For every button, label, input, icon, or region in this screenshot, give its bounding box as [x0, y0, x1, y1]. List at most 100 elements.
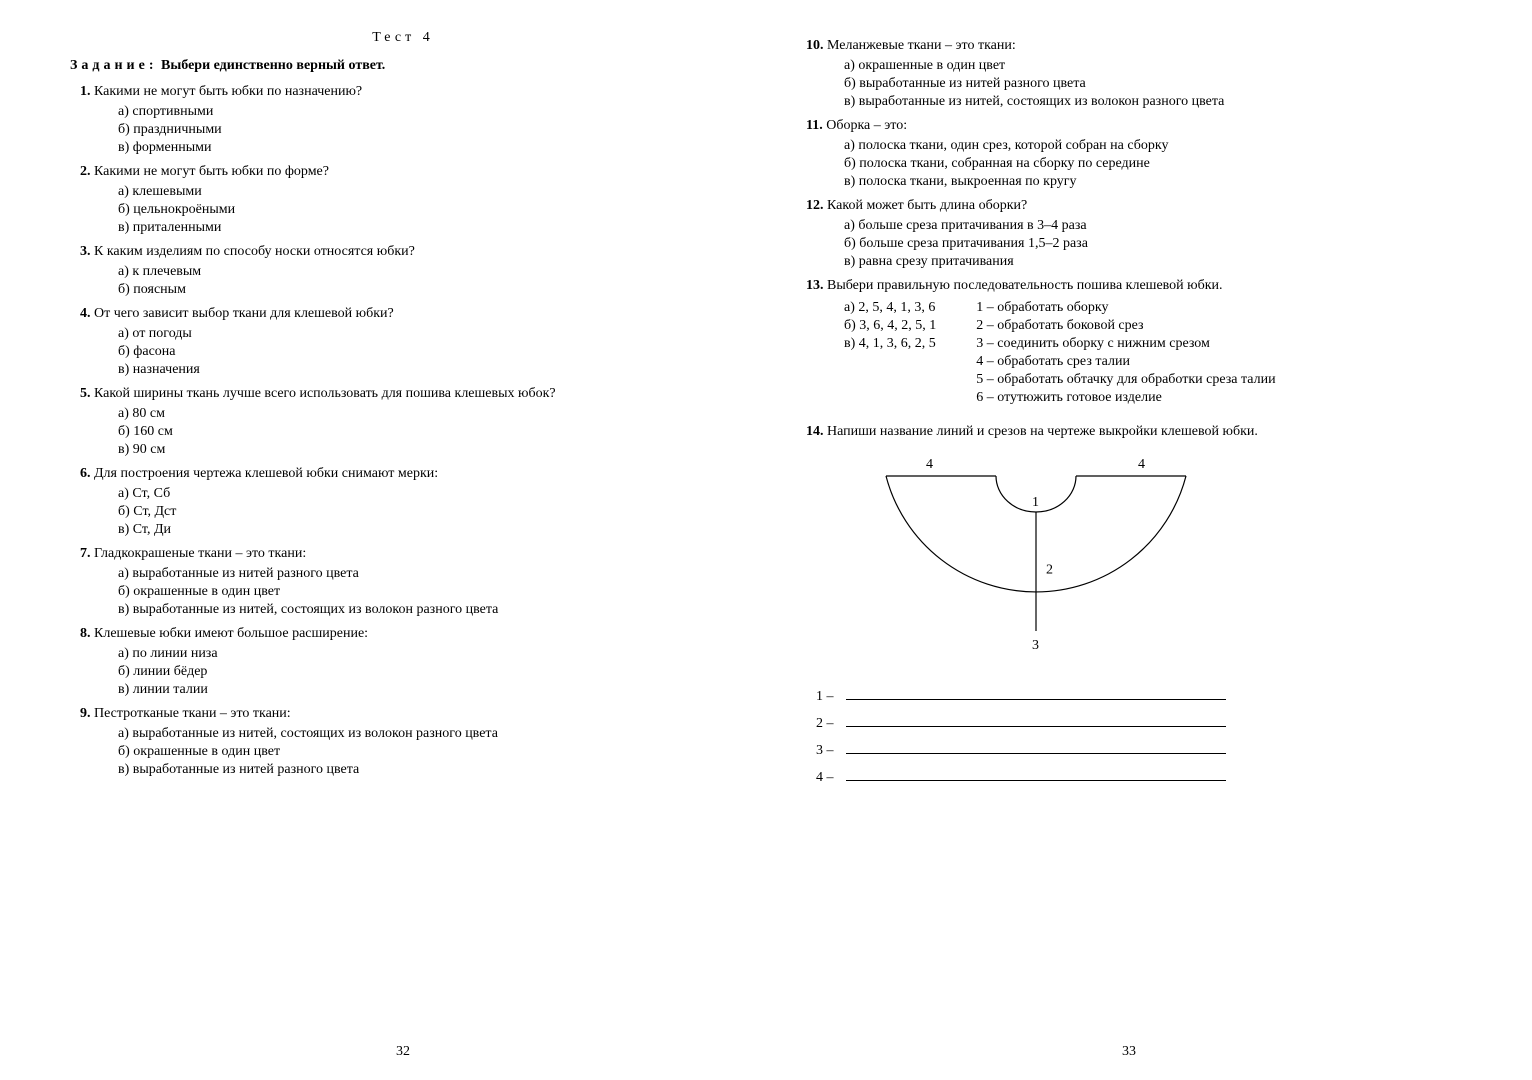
left-questions: 1. Какими не могут быть юбки по назначен…	[70, 84, 736, 778]
options: а) больше среза притачивания в 3–4 раза б…	[844, 218, 1462, 270]
question-num: 9.	[80, 706, 91, 721]
option: б) выработанные из нитей разного цвета	[844, 76, 1462, 92]
question-text: Какими не могут быть юбки по назначению?	[91, 84, 363, 99]
svg-text:2: 2	[1046, 563, 1053, 578]
q13-step: 1 – обработать оборку	[976, 300, 1275, 316]
options: а) выработанные из нитей, состоящих из в…	[118, 726, 736, 778]
question: 10. Меланжевые ткани – это ткани: а) окра…	[806, 38, 1462, 110]
option: в) приталенными	[118, 220, 736, 236]
blank-label: 4 –	[816, 770, 834, 786]
svg-text:1: 1	[1032, 495, 1039, 510]
page-right: 10. Меланжевые ткани – это ткани: а) окра…	[766, 30, 1492, 1060]
question-text: От чего зависит выбор ткани для клешевой…	[91, 306, 394, 321]
question-text: Выбери правильную последовательность пош…	[827, 278, 1223, 293]
page-num-left: 32	[70, 1044, 736, 1060]
q13-options: а) 2, 5, 4, 1, 3, 6б) 3, 6, 4, 2, 5, 1в)…	[844, 298, 936, 406]
option: в) 90 см	[118, 442, 736, 458]
options: а) окрашенные в один цвет б) выработанные…	[844, 58, 1462, 110]
question-text: Какой ширины ткань лучше всего использов…	[91, 386, 556, 401]
q13-columns: а) 2, 5, 4, 1, 3, 6б) 3, 6, 4, 2, 5, 1в)…	[844, 298, 1462, 406]
question-text: Гладкокрашеные ткани – это ткани:	[91, 546, 307, 561]
q13-step: 6 – отутюжить готовое изделие	[976, 390, 1275, 406]
option: в) форменными	[118, 140, 736, 156]
question-text: Пестротканые ткани – это ткани:	[91, 706, 291, 721]
question-14: 14. Напиши название линий и срезов на че…	[806, 424, 1462, 440]
options: а) Ст, Сбб) Ст, Дств) Ст, Ди	[118, 486, 736, 538]
option: а) полоска ткани, один срез, которой соб…	[844, 138, 1462, 154]
task-line: Задание: Выбери единственно верный ответ…	[70, 58, 736, 74]
option: а) 80 см	[118, 406, 736, 422]
question-num: 5.	[80, 386, 91, 401]
question-text: Для построения чертежа клешевой юбки сни…	[91, 466, 439, 481]
question-num: 4.	[80, 306, 91, 321]
page-left-content: Тест 4 Задание: Выбери единственно верны…	[70, 30, 736, 1034]
q13-step: 3 – соединить оборку с нижним срезом	[976, 336, 1275, 352]
option: в) равна срезу притачивания	[844, 254, 1462, 270]
blank-line[interactable]	[846, 767, 1226, 781]
question: 2. Какими не могут быть юбки по форме? а)…	[80, 164, 736, 236]
option: в) выработанные из нитей, состоящих из в…	[118, 602, 736, 618]
blank-label: 2 –	[816, 716, 834, 732]
blank-label: 3 –	[816, 743, 834, 759]
page-left: Тест 4 Задание: Выбери единственно верны…	[40, 30, 766, 1060]
blank-line[interactable]	[846, 686, 1226, 700]
option: в) выработанные из нитей разного цвета	[118, 762, 736, 778]
options: а) спортивнымиб) праздничнымив) форменны…	[118, 104, 736, 156]
question: 6. Для построения чертежа клешевой юбки …	[80, 466, 736, 538]
option: в) линии талии	[118, 682, 736, 698]
question-num: 14.	[806, 424, 824, 439]
question: 9. Пестротканые ткани – это ткани: а) выр…	[80, 706, 736, 778]
blank-line[interactable]	[846, 740, 1226, 754]
option: б) полоска ткани, собранная на сборку по…	[844, 156, 1462, 172]
options: а) полоска ткани, один срез, которой соб…	[844, 138, 1462, 190]
blank-label: 1 –	[816, 689, 834, 705]
blank-row: 2 –	[816, 713, 1462, 732]
q13-option: а) 2, 5, 4, 1, 3, 6	[844, 300, 936, 316]
question: 1. Какими не могут быть юбки по назначен…	[80, 84, 736, 156]
question-num: 12.	[806, 198, 824, 213]
question: 3. К каким изделиям по способу носки отн…	[80, 244, 736, 298]
q13-step: 4 – обработать срез талии	[976, 354, 1275, 370]
option: б) больше среза притачивания 1,5–2 раза	[844, 236, 1462, 252]
svg-text:3: 3	[1032, 638, 1039, 653]
options: а) от погодыб) фасонав) назначения	[118, 326, 736, 378]
option: а) по линии низа	[118, 646, 736, 662]
right-questions-top: 10. Меланжевые ткани – это ткани: а) окра…	[796, 38, 1462, 270]
question-num: 10.	[806, 38, 824, 53]
question-num: 3.	[80, 244, 91, 259]
question: 12. Какой может быть длина оборки?а) бол…	[806, 198, 1462, 270]
option: а) к плечевым	[118, 264, 736, 280]
option: б) праздничными	[118, 122, 736, 138]
option: а) окрашенные в один цвет	[844, 58, 1462, 74]
q13-step: 2 – обработать боковой срез	[976, 318, 1275, 334]
option: б) окрашенные в один цвет	[118, 744, 736, 760]
option: б) цельнокроёными	[118, 202, 736, 218]
option: б) 160 см	[118, 424, 736, 440]
question-text: К каким изделиям по способу носки относя…	[91, 244, 415, 259]
question-num: 2.	[80, 164, 91, 179]
q13-step: 5 – обработать обтачку для обработки сре…	[976, 372, 1275, 388]
option: а) Ст, Сб	[118, 486, 736, 502]
option: б) фасона	[118, 344, 736, 360]
question: 4. От чего зависит выбор ткани для клеше…	[80, 306, 736, 378]
question-text: Меланжевые ткани – это ткани:	[824, 38, 1016, 53]
option: а) выработанные из нитей, состоящих из в…	[118, 726, 736, 742]
options: а) по линии низаб) линии бёдерв) линии т…	[118, 646, 736, 698]
blank-line[interactable]	[846, 713, 1226, 727]
test-title: Тест 4	[70, 30, 736, 46]
question: 8. Клешевые юбки имеют большое расширени…	[80, 626, 736, 698]
question-text: Какими не могут быть юбки по форме?	[91, 164, 330, 179]
question-num: 13.	[806, 278, 824, 293]
skirt-pattern-diagram: 44123	[856, 450, 1216, 670]
option: а) больше среза притачивания в 3–4 раза	[844, 218, 1462, 234]
page-num-right: 33	[796, 1044, 1462, 1060]
options: а) клешевымиб) цельнокроёнымив) притален…	[118, 184, 736, 236]
option: б) поясным	[118, 282, 736, 298]
option: а) от погоды	[118, 326, 736, 342]
q14-blanks: 1 – 2 – 3 – 4 –	[816, 686, 1462, 786]
question-text: Клешевые юбки имеют большое расширение:	[91, 626, 369, 641]
question: 5. Какой ширины ткань лучше всего исполь…	[80, 386, 736, 458]
option: в) Ст, Ди	[118, 522, 736, 538]
page-right-content: 10. Меланжевые ткани – это ткани: а) окра…	[796, 30, 1462, 1034]
option: в) полоска ткани, выкроенная по кругу	[844, 174, 1462, 190]
